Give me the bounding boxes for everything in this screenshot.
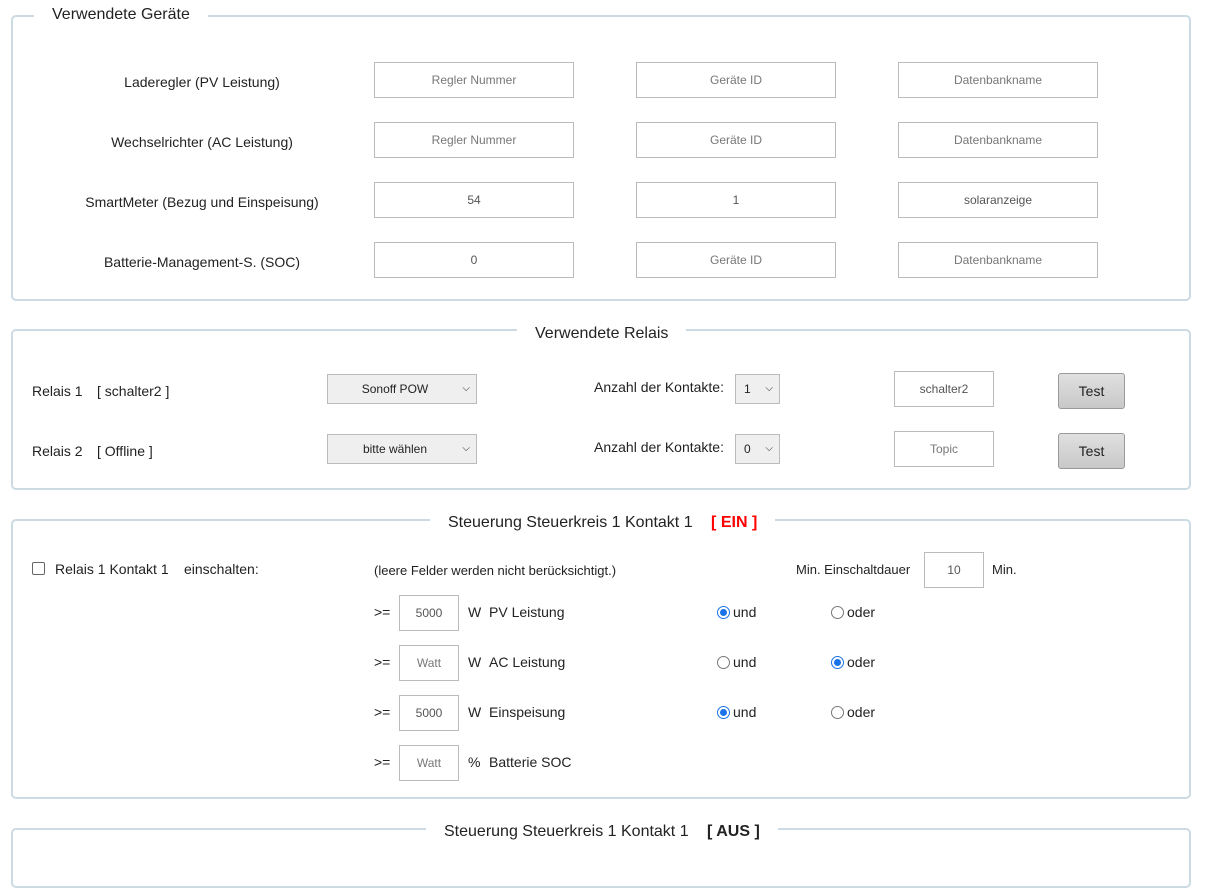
devices-fieldset (11, 15, 1191, 301)
condition-value-input[interactable] (399, 595, 459, 631)
and-radio[interactable] (717, 656, 730, 669)
device-db-input[interactable] (898, 122, 1098, 158)
condition-value-input[interactable] (399, 695, 459, 731)
enable-suffix: einschalten: (184, 561, 259, 577)
control-on-legend: Steuerung Steuerkreis 1 Kontakt 1 [ EIN … (430, 514, 776, 532)
device-geraet-input[interactable] (636, 242, 836, 278)
control-off-state: [ AUS ] (707, 823, 760, 840)
operator-label: >= (374, 754, 391, 770)
hint-text: (leere Felder werden nicht berücksichtig… (374, 563, 617, 578)
devices-legend: Verwendete Geräte (34, 6, 208, 24)
and-label: und (733, 654, 757, 670)
device-label: Laderegler (PV Leistung) (124, 74, 280, 90)
chevron-down-icon: ⌵ (765, 382, 773, 394)
relay-status: [ Offline ] (97, 443, 153, 459)
and-label: und (733, 704, 757, 720)
condition-unit: W (468, 704, 482, 720)
or-label: oder (847, 604, 876, 620)
condition-label: PV Leistung (489, 604, 565, 620)
or-radio[interactable] (831, 656, 844, 669)
control-off-legend: Steuerung Steuerkreis 1 Kontakt 1 [ AUS … (426, 823, 778, 841)
device-label: Batterie-Management-S. (SOC) (103, 254, 301, 270)
contacts-select[interactable]: 0 ⌵ (735, 434, 780, 464)
relay-status: [ schalter2 ] (97, 383, 170, 399)
and-radio[interactable] (717, 706, 730, 719)
contacts-label: Anzahl der Kontakte: (594, 379, 724, 395)
relay-topic-input[interactable] (894, 371, 994, 407)
condition-unit: W (468, 604, 482, 620)
device-geraet-input[interactable] (636, 182, 836, 218)
contacts-select[interactable]: 1 ⌵ (735, 374, 780, 404)
relay-type-select[interactable]: bitte wählen ⌵ (327, 434, 477, 464)
contacts-label: Anzahl der Kontakte: (594, 439, 724, 455)
condition-label: Einspeisung (489, 704, 566, 720)
device-regler-input[interactable] (374, 242, 574, 278)
device-db-input[interactable] (898, 62, 1098, 98)
relays-fieldset (11, 329, 1191, 490)
operator-label: >= (374, 704, 391, 720)
relays-legend: Verwendete Relais (517, 325, 687, 343)
device-regler-input[interactable] (374, 182, 574, 218)
chevron-down-icon: ⌵ (462, 442, 470, 454)
device-db-input[interactable] (898, 242, 1098, 278)
chevron-down-icon: ⌵ (765, 442, 773, 454)
condition-value-input[interactable] (399, 745, 459, 781)
min-duration-label: Min. Einschaltdauer (796, 562, 911, 577)
and-radio[interactable] (717, 606, 730, 619)
or-label: oder (847, 704, 876, 720)
control-off-title: Steuerung Steuerkreis 1 Kontakt 1 (444, 823, 689, 840)
relay-type-value: bitte wählen (362, 442, 428, 456)
min-duration-input[interactable] (924, 552, 984, 588)
relay-name: Relais 2 (32, 443, 83, 459)
chevron-down-icon: ⌵ (462, 382, 470, 394)
relay-topic-input[interactable] (894, 431, 994, 467)
control-on-state: [ EIN ] (711, 514, 758, 531)
condition-label: AC Leistung (489, 654, 566, 670)
relay-test-button[interactable]: Test (1058, 433, 1125, 469)
relay-test-button[interactable]: Test (1058, 373, 1125, 409)
relay-type-select[interactable]: Sonoff POW ⌵ (327, 374, 477, 404)
device-db-input[interactable] (898, 182, 1098, 218)
or-radio[interactable] (831, 606, 844, 619)
min-unit: Min. (992, 562, 1017, 577)
relay-name: Relais 1 (32, 383, 83, 399)
control-on-title: Steuerung Steuerkreis 1 Kontakt 1 (448, 514, 693, 531)
device-regler-input[interactable] (374, 122, 574, 158)
operator-label: >= (374, 604, 391, 620)
condition-label: Batterie SOC (489, 754, 572, 770)
device-geraet-input[interactable] (636, 122, 836, 158)
device-label: Wechselrichter (AC Leistung) (111, 134, 293, 150)
device-geraet-input[interactable] (636, 62, 836, 98)
relay-type-value: Sonoff POW (361, 382, 429, 396)
contacts-value: 0 (744, 442, 751, 456)
device-label: SmartMeter (Bezug und Einspeisung) (85, 194, 319, 210)
operator-label: >= (374, 654, 391, 670)
device-regler-input[interactable] (374, 62, 574, 98)
or-label: oder (847, 654, 876, 670)
and-label: und (733, 604, 757, 620)
enable-label: Relais 1 Kontakt 1 (55, 561, 169, 577)
or-radio[interactable] (831, 706, 844, 719)
enable-checkbox[interactable] (32, 562, 45, 575)
contacts-value: 1 (744, 382, 751, 396)
condition-unit: W (468, 654, 482, 670)
condition-unit: % (468, 754, 481, 770)
condition-value-input[interactable] (399, 645, 459, 681)
